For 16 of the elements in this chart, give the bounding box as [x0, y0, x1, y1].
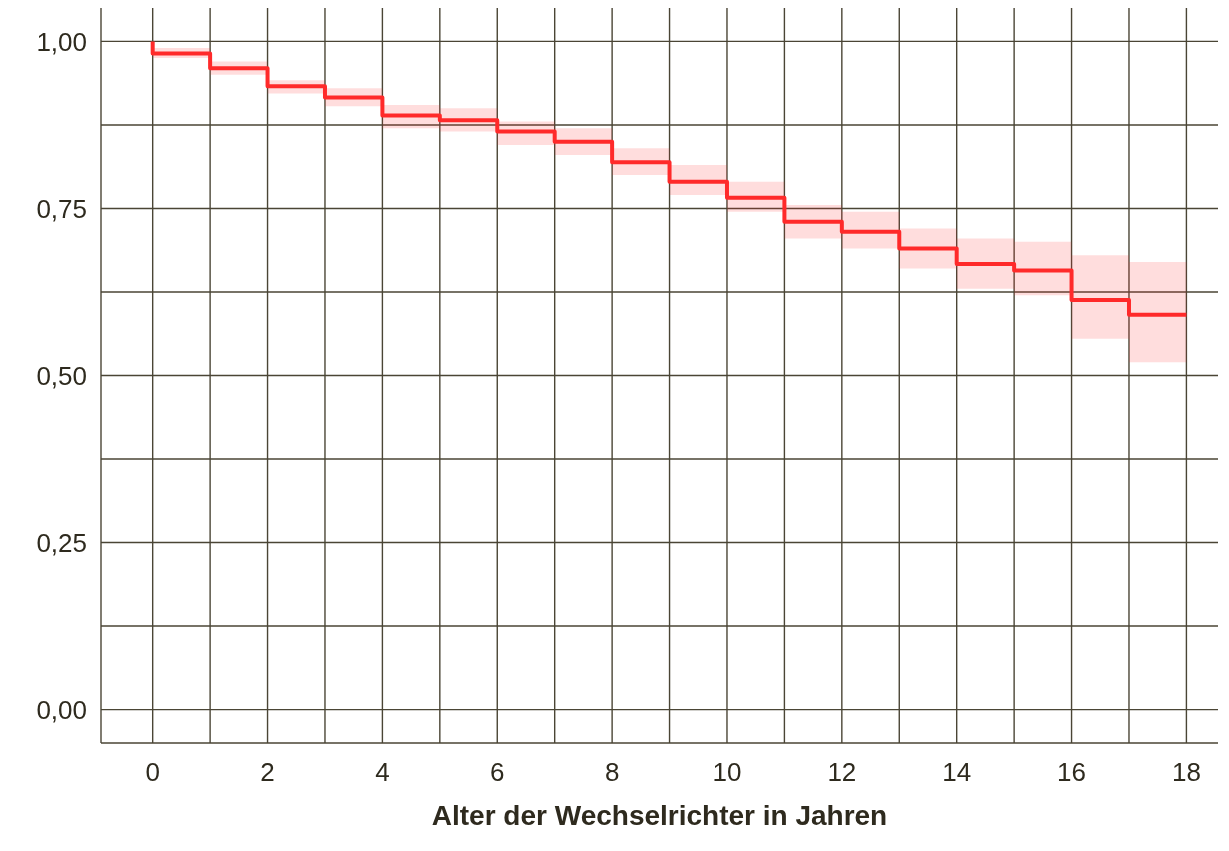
- x-axis-title: Alter der Wechselrichter in Jahren: [431, 800, 888, 831]
- y-tick-label: 0,50: [36, 360, 87, 391]
- x-tick-label: 10: [712, 757, 742, 788]
- y-tick-label: 0,00: [36, 694, 87, 725]
- y-tick-label: 0,25: [36, 527, 87, 558]
- x-tick-label: 8: [604, 757, 620, 788]
- x-tick-label: 4: [375, 757, 390, 788]
- x-tick-label: 16: [1057, 757, 1087, 788]
- x-tick-label: 2: [260, 757, 275, 788]
- x-tick-label: 6: [490, 757, 505, 788]
- x-tick-label: 0: [145, 757, 160, 788]
- x-tick-label: 14: [942, 757, 972, 788]
- x-tick-label: 12: [827, 757, 857, 788]
- y-tick-label: 1,00: [36, 26, 87, 57]
- x-tick-label: 18: [1171, 757, 1201, 788]
- y-tick-label: 0,75: [36, 193, 87, 224]
